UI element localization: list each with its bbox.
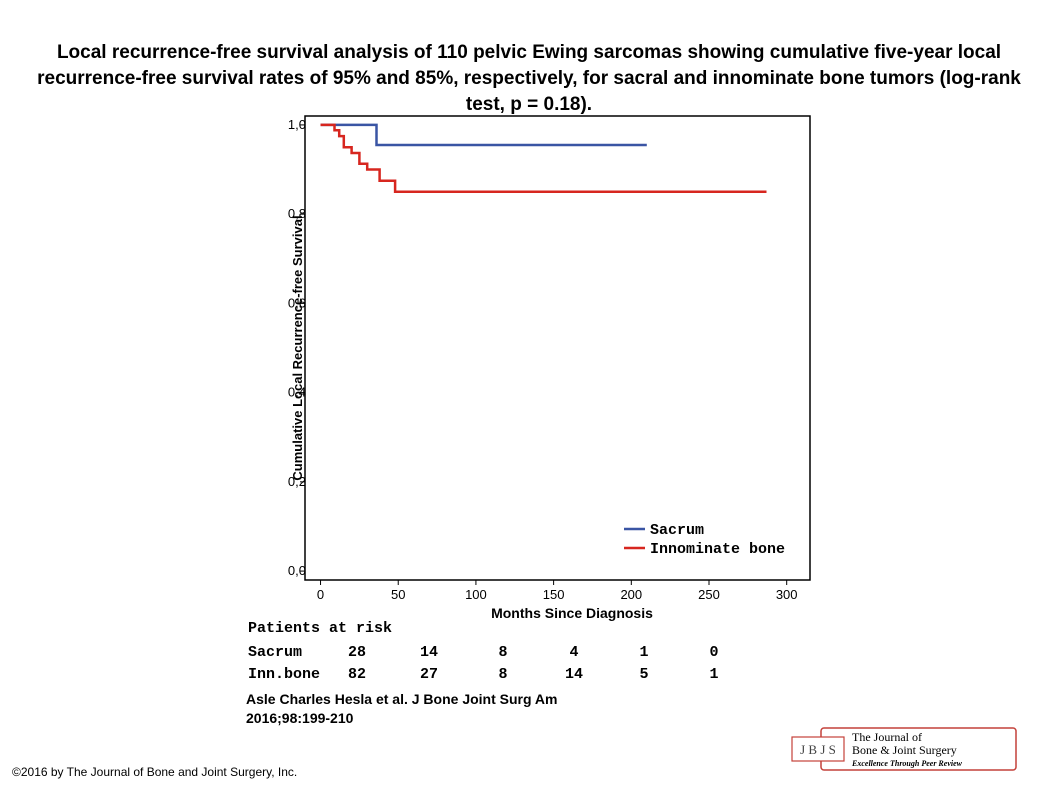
copyright: ©2016 by The Journal of Bone and Joint S… <box>12 765 298 779</box>
risk-value: 82 <box>348 666 366 683</box>
x-tick-label: 300 <box>776 587 798 602</box>
x-tick-label: 150 <box>543 587 565 602</box>
plot-frame <box>304 115 811 581</box>
x-tick-label: 200 <box>620 587 642 602</box>
y-tick-label: 0,4 <box>288 385 306 400</box>
logo-line-2: Bone & Joint Surgery <box>852 743 957 757</box>
series-line-sacrum <box>320 123 647 147</box>
y-tick-label: 0,8 <box>288 206 306 221</box>
logo-line-1: The Journal of <box>852 730 922 744</box>
legend-label: Innominate bone <box>650 541 785 558</box>
slide-title: Local recurrence-free survival analysis … <box>37 42 1021 115</box>
citation-line-2: 2016;98:199-210 <box>246 710 354 726</box>
legend-label: Sacrum <box>650 522 704 539</box>
risk-value: 8 <box>498 644 507 661</box>
journal-logo: J B J S The Journal of Bone & Joint Surg… <box>791 727 1017 771</box>
x-tick-label: 50 <box>391 587 405 602</box>
risk-value: 8 <box>498 666 507 683</box>
risk-row-label: Sacrum <box>248 644 302 661</box>
risk-value: 14 <box>565 666 583 683</box>
y-tick-label: 0,6 <box>288 295 306 310</box>
risk-value: 14 <box>420 644 438 661</box>
citation: Asle Charles Hesla et al. J Bone Joint S… <box>246 690 557 728</box>
risk-value: 28 <box>348 644 366 661</box>
y-tick-label: 0,2 <box>288 474 306 489</box>
risk-value: 5 <box>639 666 648 683</box>
logo-line-3: Excellence Through Peer Review <box>851 759 963 768</box>
series-line-innominate-bone <box>320 123 767 194</box>
risk-table: Sacrum 28 14 8 4 1 0 Inn.bone 82 27 8 14 5 1 <box>248 644 719 683</box>
x-tick-label: 0 <box>317 587 324 602</box>
y-tick-label: 1,0 <box>288 117 306 132</box>
risk-value: 27 <box>420 666 438 683</box>
risk-value: 1 <box>709 666 718 683</box>
x-axis-label: Months Since Diagnosis <box>491 605 653 621</box>
y-tick-label: 0,0 <box>288 563 306 578</box>
y-axis-ticks: 0,0 0,2 0,4 0,6 0,8 1,0 <box>288 117 306 578</box>
logo-initials-box <box>791 736 845 762</box>
y-axis-label: Cumulative Local Recurrence-free Surviva… <box>290 215 305 480</box>
survival-curves <box>320 123 767 194</box>
citation-line-1: Asle Charles Hesla et al. J Bone Joint S… <box>246 691 558 707</box>
risk-value: 0 <box>709 644 718 661</box>
risk-value: 4 <box>569 644 578 661</box>
x-tick-label: 100 <box>465 587 487 602</box>
risk-value: 1 <box>639 644 648 661</box>
logo-initials: J B J S <box>800 742 836 757</box>
chart-legend: Sacrum Innominate bone <box>624 522 785 558</box>
risk-table-title: Patients at risk <box>248 620 392 637</box>
x-tick-label: 250 <box>698 587 720 602</box>
risk-row-label: Inn.bone <box>248 666 320 683</box>
x-axis-ticks: 0 50 100 150 200 250 300 <box>317 580 798 602</box>
